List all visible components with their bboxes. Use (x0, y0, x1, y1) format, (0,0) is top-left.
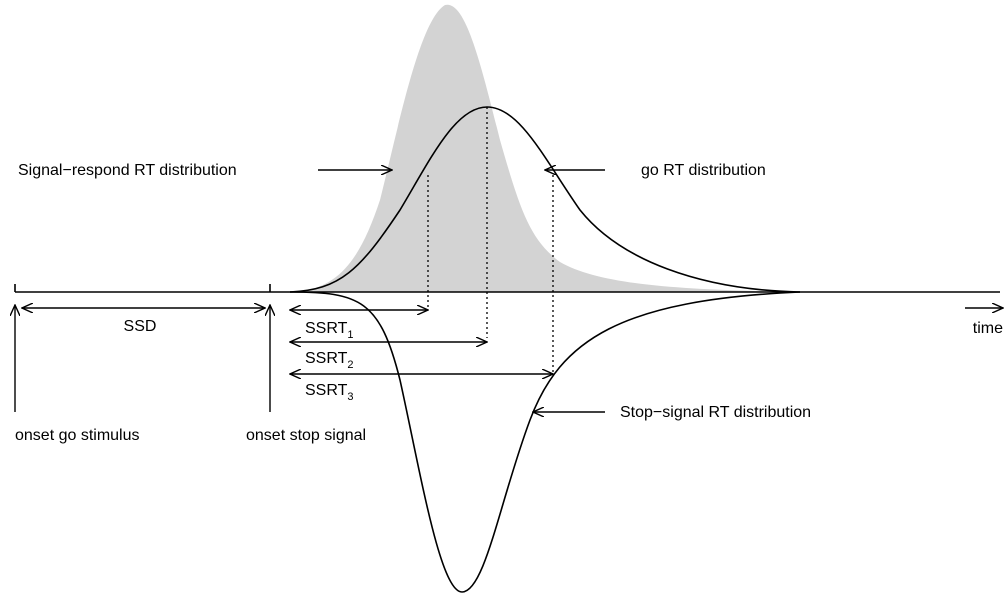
stop-signal-label: Stop−signal RT distribution (620, 404, 811, 421)
onset-stop-label: onset stop signal (246, 427, 366, 444)
ssrt-label: SSRT2 (305, 350, 354, 371)
stop-signal-curve (289, 291, 801, 593)
signal-respond-area (300, 4, 800, 293)
go-rt-label: go RT distribution (641, 162, 766, 179)
signal-respond-label: Signal−respond RT distribution (18, 162, 237, 179)
ssrt-label: SSRT3 (305, 382, 354, 403)
onset-go-label: onset go stimulus (15, 427, 140, 444)
ssrt-label: SSRT1 (305, 320, 354, 341)
ssd-label: SSD (124, 318, 157, 335)
time-label: time (973, 320, 1003, 337)
go-rt-curve (289, 106, 801, 293)
